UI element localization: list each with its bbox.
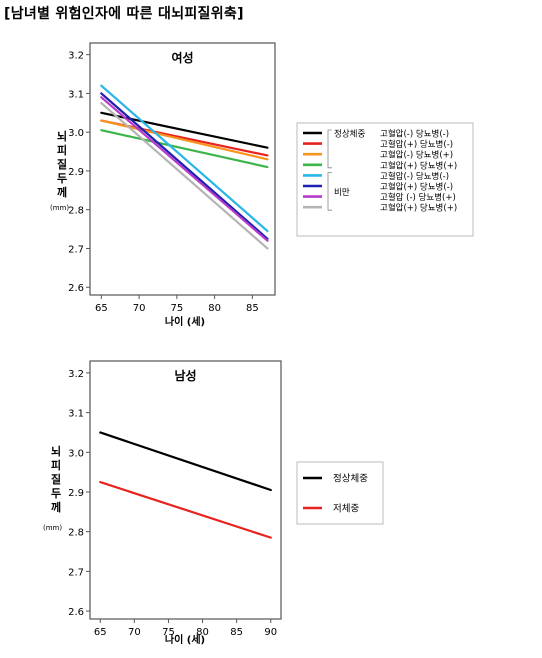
chart2-ytick-label: 3.2 bbox=[68, 369, 84, 380]
chart2-plot-frame bbox=[89, 360, 282, 620]
chart1-legend-label: 고혈압(+) 당뇨병(-) bbox=[380, 182, 453, 193]
chart2-xtick-label: 85 bbox=[230, 627, 243, 638]
chart1-series-line bbox=[100, 129, 269, 169]
chart1-xtick-label: 70 bbox=[133, 303, 146, 314]
chart2-ylabel-char: 피 bbox=[51, 458, 61, 472]
chart2-ylabel-char: 두 bbox=[51, 487, 61, 500]
chart1-legend-box bbox=[296, 122, 474, 237]
chart2-series-line bbox=[99, 480, 272, 539]
chart1-ytick-label: 2.7 bbox=[68, 244, 84, 255]
chart1-legend-bracket bbox=[327, 172, 332, 211]
chart1-xtick-label: 85 bbox=[246, 303, 259, 314]
chart1-legend-label: 고혈압(-) 당뇨병(-) bbox=[380, 129, 449, 140]
chart1-legend-group-label: 비만 bbox=[334, 188, 350, 198]
chart1-title: 여성 bbox=[171, 50, 193, 65]
chart1-ytick-label: 2.6 bbox=[68, 283, 84, 294]
chart1-series-line bbox=[100, 101, 269, 250]
chart1-ylabel-char: 뇌 bbox=[57, 129, 67, 143]
chart1-ytick-label: 2.9 bbox=[68, 167, 84, 178]
chart1-ylabel-char: 두 bbox=[57, 172, 67, 185]
chart1-ytick-label: 3.2 bbox=[68, 51, 84, 62]
chart2-ytick-label: 2.9 bbox=[68, 488, 84, 499]
chart2-legend-label: 저체중 bbox=[333, 504, 359, 515]
chart1-legend-label: 고혈압 (-) 당뇨병(+) bbox=[380, 192, 456, 203]
chart1-ytick-label: 3.1 bbox=[68, 89, 84, 100]
chart1-series-line bbox=[100, 92, 269, 240]
chart1-xlabel: 나이 (세) bbox=[165, 315, 205, 328]
chart2-ylabel-char: 뇌 bbox=[51, 444, 61, 458]
chart1-legend-label: 고혈압(-) 당뇨병(-) bbox=[380, 171, 449, 182]
chart1-legend-label: 고혈압(+) 당뇨병(+) bbox=[380, 203, 457, 214]
chart2-xtick-label: 65 bbox=[94, 627, 107, 638]
chart2-ytick-label: 2.8 bbox=[68, 528, 84, 539]
chart1-legend-label: 고혈압(+) 당뇨병(+) bbox=[380, 160, 457, 171]
chart1-xtick-label: 80 bbox=[208, 303, 221, 314]
chart1-xtick-label: 65 bbox=[95, 303, 108, 314]
chart2-xtick-label: 80 bbox=[196, 627, 209, 638]
chart2-ytick-label: 3.1 bbox=[68, 409, 84, 420]
chart2-legend-box bbox=[296, 461, 384, 525]
chart1-ylabel-char: 질 bbox=[57, 158, 67, 171]
chart2-yunit: (mm) bbox=[43, 524, 62, 532]
chart2-ytick-label: 2.7 bbox=[68, 567, 84, 578]
chart2-ytick-label: 2.6 bbox=[68, 607, 84, 618]
chart1-legend-label: 고혈압(+) 당뇨병(-) bbox=[380, 139, 453, 150]
chart1-ytick-label: 2.8 bbox=[68, 206, 84, 217]
chart1-legend-group-label: 정상체중 bbox=[334, 129, 365, 140]
chart2-title: 남성 bbox=[174, 368, 196, 383]
chart1-yunit: (mm) bbox=[50, 204, 69, 212]
chart2-xtick-label: 75 bbox=[162, 627, 175, 638]
chart1-ylabel-char: 께 bbox=[57, 185, 67, 199]
chart1-series-line bbox=[100, 96, 269, 242]
chart2-series-line bbox=[99, 431, 272, 492]
chart1-legend-bracket bbox=[327, 129, 332, 169]
chart2-legend-label: 정상체중 bbox=[333, 474, 368, 485]
chart1-ytick-label: 3.0 bbox=[68, 128, 84, 139]
chart1-xtick-label: 75 bbox=[170, 303, 183, 314]
chart2-ylabel-char: 께 bbox=[51, 500, 61, 514]
chart2-ytick-label: 3.0 bbox=[68, 448, 84, 459]
chart2-ylabel-char: 질 bbox=[51, 473, 61, 486]
chart1-ylabel-char: 피 bbox=[57, 143, 67, 157]
chart1-plot-frame bbox=[89, 42, 276, 296]
chart2-xtick-label: 70 bbox=[128, 627, 141, 638]
chart1-legend-label: 고혈압(-) 당뇨병(+) bbox=[380, 150, 453, 161]
chart1-series-line bbox=[100, 84, 269, 233]
chart2-xlabel: 나이 (세) bbox=[165, 633, 205, 646]
page-title: [남녀별 위험인자에 따른 대뇌피질위축] bbox=[4, 6, 244, 22]
chart2-xtick-label: 90 bbox=[264, 627, 277, 638]
